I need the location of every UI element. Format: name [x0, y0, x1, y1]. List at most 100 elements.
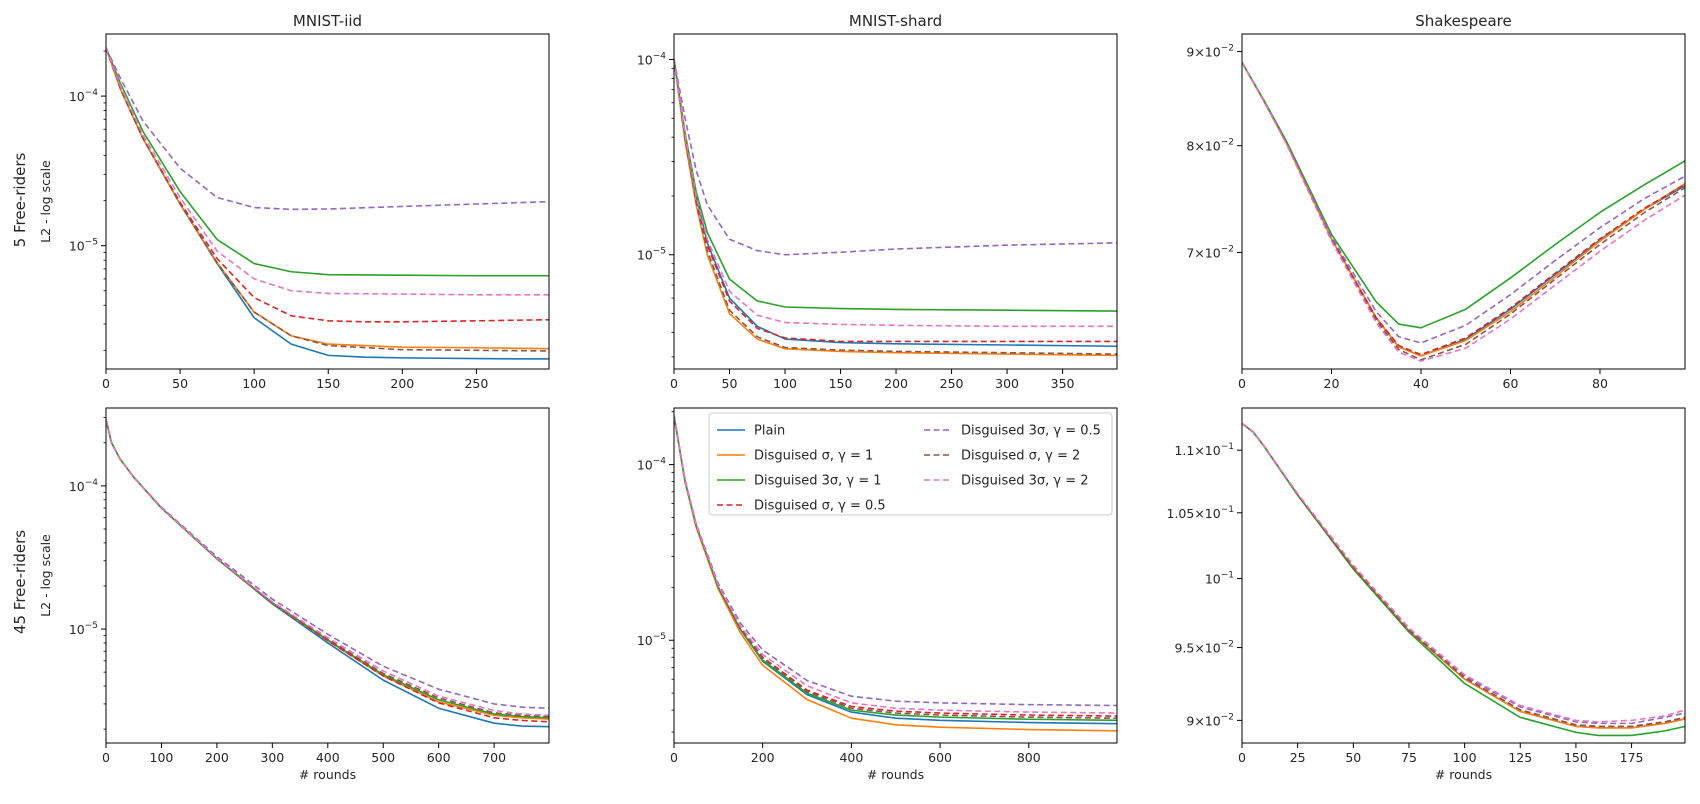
- series-line-5: [106, 47, 549, 211]
- legend: Plain Disguised σ, γ = 1 Disguised 3σ, γ =…: [708, 412, 1113, 516]
- x-tick-label: 125: [1508, 750, 1532, 765]
- axes-frame: [1241, 407, 1686, 744]
- x-tick-label: 250: [464, 376, 488, 391]
- series-line-3: [1242, 61, 1685, 329]
- x-tick-label: 175: [1620, 750, 1644, 765]
- axes-frame: [673, 407, 1118, 744]
- x-tick-label: 700: [482, 750, 506, 765]
- series-line-1: [106, 419, 549, 728]
- y-tick-label: 10−4: [69, 478, 98, 494]
- y-tick-label: 10−4: [69, 88, 98, 104]
- series-line-1: [1242, 61, 1685, 357]
- series-group: [1242, 422, 1685, 737]
- y-tick-label: 9×10−2: [1186, 44, 1234, 60]
- legend-label: Disguised σ, γ = 2: [961, 449, 1080, 464]
- series-line-3: [106, 47, 549, 277]
- x-tick-label: 200: [390, 376, 414, 391]
- series-group: [106, 419, 549, 728]
- x-tick-label: 350: [1051, 376, 1075, 391]
- series-line-6: [674, 59, 1117, 355]
- y-tick-label: 1.05×10−1: [1167, 505, 1235, 521]
- x-tick-label: 200: [205, 750, 229, 765]
- series-line-7: [106, 419, 549, 717]
- series-line-5: [674, 59, 1117, 256]
- legend-label: Plain: [754, 424, 785, 439]
- panel-3: 0 20 40 60 80 9×10−2 8×10−2 7×10−2 Shakespeare: [1186, 12, 1686, 391]
- x-tick-label: 100: [773, 376, 797, 391]
- y-tick-label: 10−1: [1205, 571, 1234, 587]
- y-tick-label: 10−5: [637, 247, 666, 263]
- x-tick-label: 400: [839, 750, 863, 765]
- x-tick-label: 300: [260, 750, 284, 765]
- series-line-2: [106, 419, 549, 720]
- series-line-3: [1242, 422, 1685, 737]
- panel-title: Shakespeare: [1415, 12, 1511, 30]
- series-group: [674, 59, 1117, 357]
- x-tick-label: 50: [722, 376, 738, 391]
- panel-2: 0 50 100 150 200 250 300 350 10−4 10−5 MNIST-shard: [637, 12, 1118, 391]
- x-tick-label: 75: [1401, 750, 1417, 765]
- x-tick-label: 150: [829, 376, 853, 391]
- y-axis-label: L2 - log scale: [38, 160, 53, 243]
- x-tick-label: 250: [940, 376, 964, 391]
- panel-title: MNIST-iid: [293, 12, 362, 30]
- x-tick-label: 25: [1290, 750, 1306, 765]
- x-tick-label: 50: [1345, 750, 1361, 765]
- x-tick-label: 0: [1238, 750, 1246, 765]
- x-tick-label: 40: [1413, 376, 1429, 391]
- series-group: [1242, 61, 1685, 362]
- y-tick-label: 9×10−2: [1186, 712, 1234, 728]
- x-tick-label: 100: [1453, 750, 1477, 765]
- series-group: [106, 47, 549, 360]
- series-line-5: [674, 415, 1117, 707]
- y-axis-label: L2 - log scale: [38, 534, 53, 617]
- series-line-3: [106, 419, 549, 719]
- x-tick-label: 0: [102, 750, 110, 765]
- x-tick-label: 500: [371, 750, 395, 765]
- series-line-6: [1242, 422, 1685, 728]
- legend-frame: [708, 412, 1113, 516]
- x-tick-label: 100: [242, 376, 266, 391]
- x-tick-label: 200: [751, 750, 775, 765]
- series-line-1: [674, 59, 1117, 348]
- y-tick-label: 10−4: [637, 457, 666, 473]
- panel-6: 0 25 50 75 100 125 150 175 1.1×10−1 1.05×10−1 10−1…: [1167, 407, 1686, 782]
- series-line-3: [674, 59, 1117, 312]
- x-tick-label: 300: [995, 376, 1019, 391]
- panel-1: 0 50 100 150 200 250 10−4 10−5 MNIST-iid L2 - log…: [38, 12, 550, 391]
- legend-label: Disguised σ, γ = 1: [754, 449, 873, 464]
- series-line-6: [106, 419, 549, 718]
- series-line-6: [106, 47, 549, 352]
- x-tick-label: 80: [1592, 376, 1608, 391]
- series-line-7: [674, 59, 1117, 328]
- series-line-6: [1242, 61, 1685, 361]
- x-tick-label: 800: [1017, 750, 1041, 765]
- y-tick-label: 10−5: [637, 632, 666, 648]
- x-tick-label: 0: [1238, 376, 1246, 391]
- panel-title: MNIST-shard: [849, 12, 942, 30]
- series-line-2: [106, 47, 549, 350]
- y-tick-label: 10−4: [637, 51, 666, 67]
- y-tick-label: 7×10−2: [1186, 244, 1234, 260]
- panel-4: 0 100 200 300 400 500 600 700 10−4 10−5 L2 - log s…: [38, 407, 550, 782]
- y-tick-label: 10−5: [69, 238, 98, 254]
- series-line-4: [1242, 422, 1685, 728]
- y-tick-label: 8×10−2: [1186, 138, 1234, 154]
- series-line-7: [1242, 61, 1685, 362]
- x-tick-label: 200: [884, 376, 908, 391]
- series-line-4: [674, 59, 1117, 343]
- series-line-4: [106, 419, 549, 723]
- row-label-bottom: 45 Free-riders: [11, 530, 29, 634]
- axes-frame: [105, 407, 550, 744]
- legend-label: Disguised 3σ, γ = 1: [754, 474, 882, 489]
- x-tick-label: 0: [670, 376, 678, 391]
- x-tick-label: 400: [316, 750, 340, 765]
- series-line-7: [674, 415, 1117, 714]
- x-axis-label: # rounds: [867, 767, 924, 782]
- x-tick-label: 600: [427, 750, 451, 765]
- series-line-4: [1242, 61, 1685, 356]
- x-tick-label: 150: [316, 376, 340, 391]
- series-line-5: [1242, 61, 1685, 344]
- legend-label: Disguised σ, γ = 0.5: [754, 499, 886, 514]
